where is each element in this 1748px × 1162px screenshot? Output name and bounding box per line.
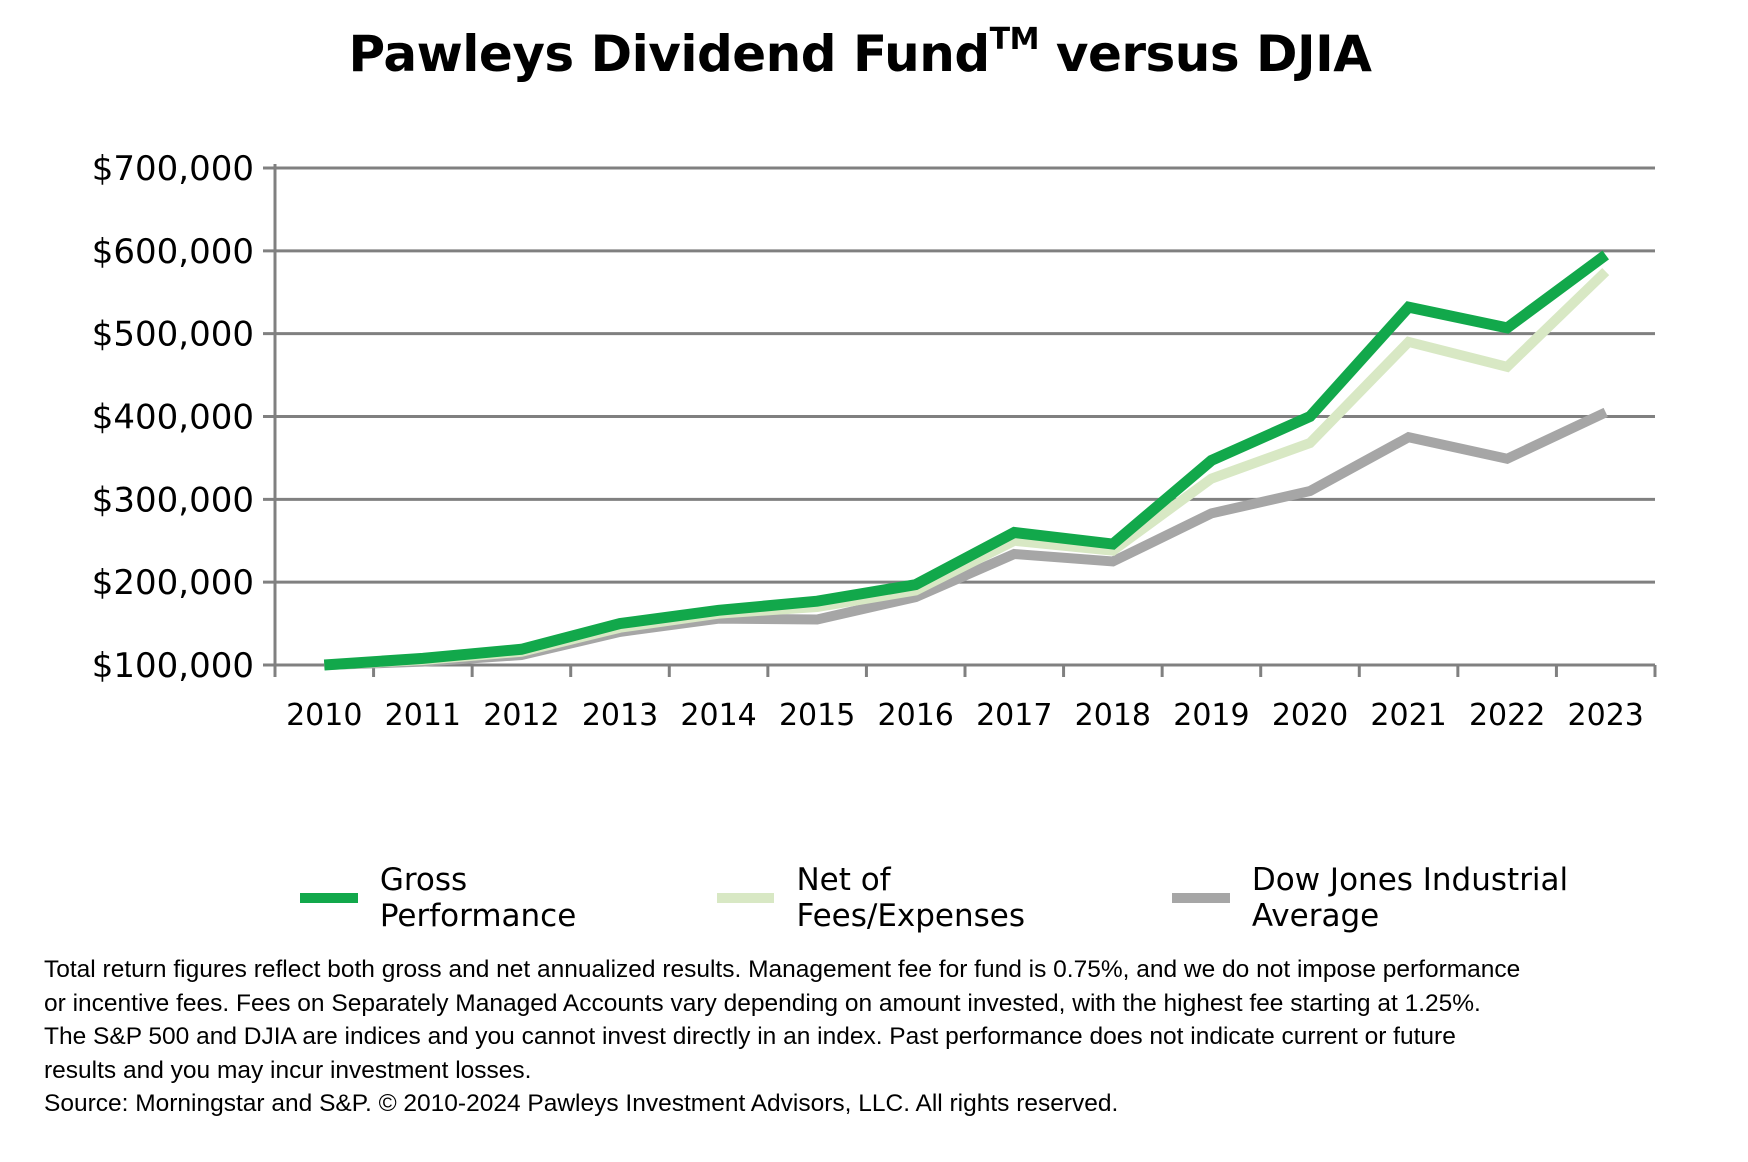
x-tick-label: 2010 — [286, 698, 362, 733]
x-tick-label: 2018 — [1075, 698, 1151, 733]
legend: Gross Performance Net of Fees/Expenses D… — [300, 862, 1748, 934]
legend-swatch — [716, 893, 775, 903]
footnote-line: Source: Morningstar and S&P. © 2010-2024… — [44, 1090, 1119, 1117]
footnote-line: Total return figures reflect both gross … — [44, 956, 1521, 983]
y-tick-label: $100,000 — [92, 646, 254, 686]
footnote-line: or incentive fees. Fees on Separately Ma… — [44, 989, 1481, 1017]
series-line-gross-performance — [323, 250, 1609, 671]
x-tick-label: 2011 — [385, 698, 461, 733]
legend-item-gross: Gross Performance — [300, 862, 673, 934]
x-tick-label: 2023 — [1568, 698, 1644, 733]
legend-label: Gross Performance — [379, 862, 577, 934]
x-tick-label: 2013 — [582, 698, 658, 733]
x-tick-label: 2020 — [1272, 698, 1348, 733]
footnote-line: The S&P 500 and DJIA are indices and you… — [44, 1023, 1456, 1050]
x-tick-label: 2015 — [779, 698, 855, 733]
x-tick-label: 2016 — [878, 698, 954, 733]
x-tick-label: 2017 — [976, 698, 1052, 733]
legend-label: Net of Fees/Expenses — [796, 862, 1026, 934]
y-tick-label: $500,000 — [92, 315, 254, 355]
series-line-net-of-fees-expenses — [324, 267, 1610, 670]
title-suffix: versus DJIA — [1038, 25, 1372, 83]
x-tick-label: 2022 — [1469, 698, 1545, 733]
legend-item-djia: Dow Jones Industrial Average — [1172, 862, 1704, 934]
footnote: Total return figures reflect both gross … — [44, 953, 1744, 1121]
title-main: Pawleys Dividend Fund — [348, 25, 991, 83]
y-tick-label: $700,000 — [92, 149, 254, 189]
x-tick-label: 2012 — [483, 698, 559, 733]
legend-item-net: Net of Fees/Expenses — [716, 862, 1128, 934]
y-tick-label: $200,000 — [92, 563, 254, 603]
legend-swatch — [300, 893, 358, 903]
legend-label: Dow Jones Industrial Average — [1251, 862, 1569, 934]
series-line-dow-jones-industrial-average — [324, 407, 1608, 670]
y-tick-label: $400,000 — [92, 398, 254, 438]
x-tick-label: 2014 — [680, 698, 756, 733]
y-tick-label: $300,000 — [92, 480, 254, 520]
x-tick-label: 2021 — [1370, 698, 1446, 733]
footnote-line: results and you may incur investment los… — [44, 1056, 532, 1084]
title-trademark: TM — [989, 22, 1040, 57]
x-tick-label: 2019 — [1173, 698, 1249, 733]
y-tick-label: $600,000 — [92, 232, 254, 272]
chart-title: Pawleys Dividend FundTM versus DJIA — [0, 22, 1720, 83]
legend-swatch — [1172, 893, 1230, 903]
